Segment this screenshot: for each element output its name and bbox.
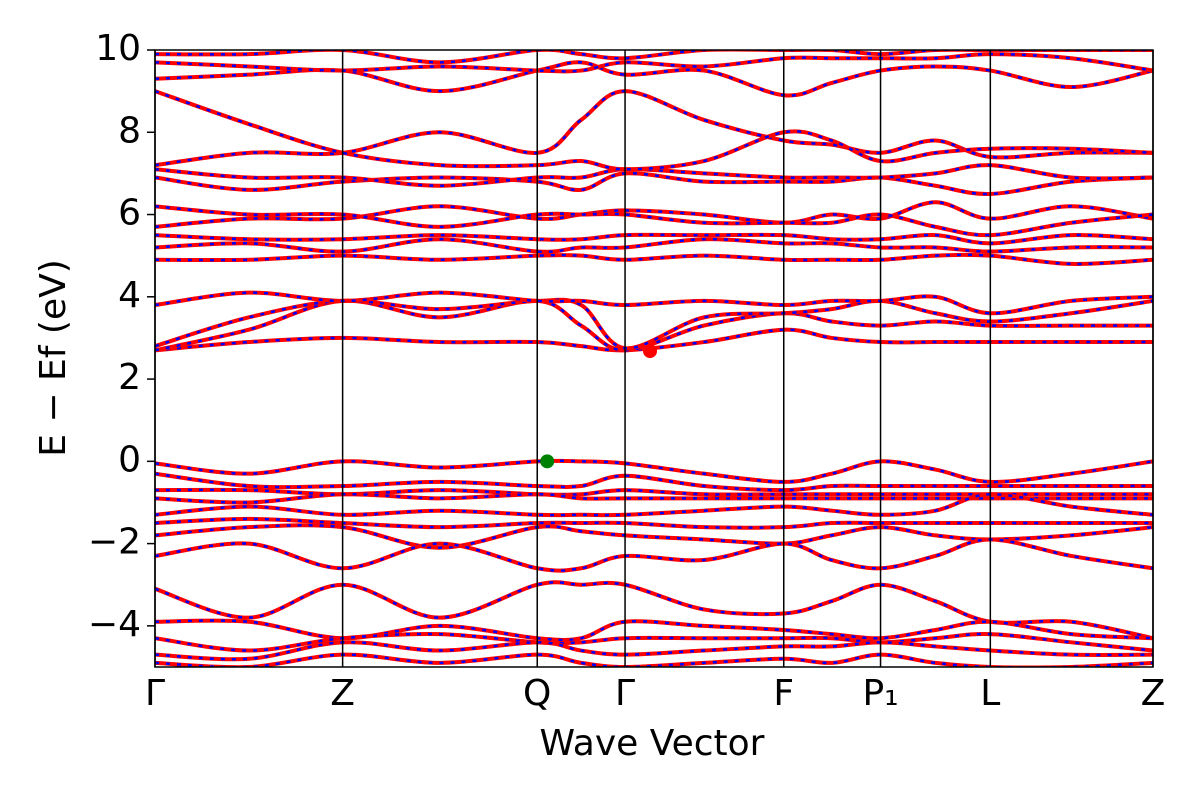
x-tick-label: F: [773, 673, 794, 714]
y-tick-label: 8: [118, 110, 141, 151]
band-line-dashed: [155, 205, 1153, 237]
band-line: [155, 652, 1153, 667]
band-line-dashed: [155, 640, 1153, 661]
band-line-dashed: [155, 61, 1153, 97]
band-line-dashed: [155, 233, 1153, 245]
band-line-dashed: [155, 492, 1153, 517]
band-line-dashed: [155, 524, 1153, 549]
band-line-dashed: [155, 328, 1153, 352]
band-line-dashed: [155, 298, 1153, 350]
band-line-dashed: [155, 619, 1153, 642]
y-tick-label: −2: [88, 522, 141, 563]
y-tick-label: 4: [118, 275, 141, 316]
x-tick-label: Z: [1141, 673, 1166, 714]
x-tick-label: Γ: [145, 673, 165, 714]
y-axis-label: E − Ef (eV): [33, 259, 74, 457]
y-tick-label: 0: [118, 439, 141, 480]
band-line-dashed: [155, 89, 1153, 171]
band-line-dashed: [155, 632, 1153, 652]
band-line: [155, 492, 1153, 505]
y-tick-label: 10: [95, 28, 141, 69]
band-edge-marker: [540, 454, 555, 469]
plot-area: [155, 50, 1153, 667]
band-line: [155, 60, 1153, 98]
band-line-dashed: [155, 237, 1153, 254]
band-line: [155, 89, 1153, 168]
band-line: [155, 537, 1153, 573]
x-tick-label: L: [980, 673, 1000, 714]
band-line-dashed: [155, 163, 1153, 187]
x-tick-label: Γ: [615, 673, 635, 714]
x-tick-label: Q: [523, 673, 551, 714]
band-line-dashed: [155, 459, 1153, 484]
band-line-dashed: [155, 172, 1153, 196]
y-tick-label: −4: [88, 604, 141, 645]
y-tick-label: 2: [118, 357, 141, 398]
band-line-dashed: [155, 200, 1153, 229]
band-line-dashed: [155, 291, 1153, 315]
band-line-dashed: [155, 538, 1153, 572]
band-line-dashed: [155, 253, 1153, 266]
band-line-dashed: [155, 89, 1153, 167]
band-line: [155, 523, 1153, 550]
x-tick-label: Z: [330, 673, 355, 714]
band-line-dashed: [155, 472, 1153, 492]
band-line: [155, 516, 1153, 530]
x-axis-label: Wave Vector: [540, 723, 765, 764]
band-line: [155, 580, 1153, 641]
band-line-dashed: [155, 52, 1153, 73]
band-line-dashed: [155, 299, 1153, 352]
band-line-dashed: [155, 581, 1153, 640]
band-edge-marker: [643, 344, 658, 359]
x-tick-label: P₁: [862, 673, 898, 714]
y-tick-label: 6: [118, 193, 141, 234]
